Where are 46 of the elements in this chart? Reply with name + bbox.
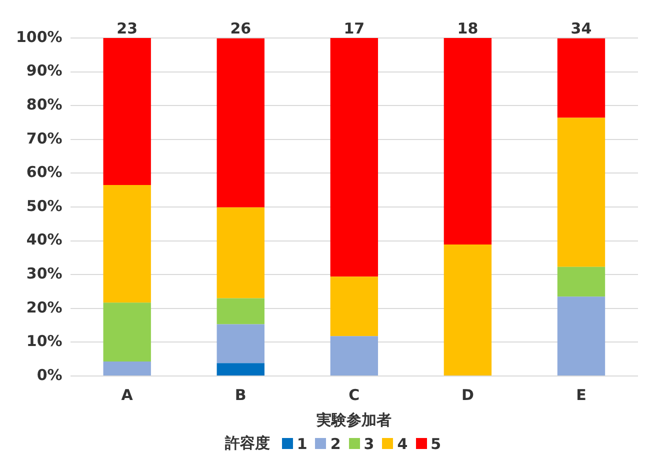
legend-label: 5 bbox=[430, 434, 442, 452]
y-tick-label: 90% bbox=[26, 62, 62, 80]
bar bbox=[216, 298, 264, 324]
x-axis-title: 実験参加者 bbox=[316, 410, 392, 429]
x-tick-label: A bbox=[121, 386, 134, 404]
x-tick-label: B bbox=[234, 386, 246, 404]
bar bbox=[330, 38, 378, 277]
bar bbox=[444, 244, 492, 376]
annotation: 17 bbox=[344, 19, 365, 38]
y-tick-label: 100% bbox=[16, 28, 62, 46]
bar bbox=[216, 38, 264, 208]
bar bbox=[103, 38, 151, 186]
legend-title: 許容度 bbox=[224, 434, 270, 453]
bar bbox=[103, 185, 151, 303]
legend-label: 1 bbox=[296, 434, 308, 452]
annotation: 26 bbox=[230, 19, 252, 38]
y-tick-label: 40% bbox=[26, 230, 62, 249]
bar bbox=[216, 324, 264, 364]
x-tick-label: E bbox=[576, 386, 586, 404]
y-tick-label: 0% bbox=[36, 366, 62, 384]
bar bbox=[557, 38, 606, 118]
bar bbox=[103, 302, 151, 362]
legend-label: 4 bbox=[397, 434, 408, 452]
bar bbox=[557, 118, 606, 267]
bar bbox=[216, 363, 264, 376]
y-tick-label: 20% bbox=[26, 298, 62, 316]
y-tick-label: 10% bbox=[26, 332, 62, 350]
bar bbox=[330, 336, 378, 376]
bar bbox=[330, 276, 378, 336]
bar bbox=[103, 361, 151, 376]
annotation: 23 bbox=[116, 19, 138, 38]
bar bbox=[557, 266, 606, 297]
annotation: 18 bbox=[457, 19, 478, 38]
bar bbox=[557, 296, 606, 376]
y-tick-label: 50% bbox=[26, 196, 62, 215]
y-tick-label: 80% bbox=[26, 95, 62, 114]
annotation: 34 bbox=[570, 19, 592, 38]
y-tick-label: 60% bbox=[26, 163, 62, 182]
legend-label: 2 bbox=[330, 434, 341, 452]
y-tick-label: 30% bbox=[26, 264, 62, 282]
bar bbox=[444, 38, 492, 245]
y-tick-label: 70% bbox=[26, 129, 62, 148]
legend-label: 3 bbox=[364, 434, 374, 452]
bar bbox=[216, 207, 264, 298]
x-tick-label: D bbox=[461, 386, 474, 404]
x-tick-label: C bbox=[348, 386, 360, 404]
